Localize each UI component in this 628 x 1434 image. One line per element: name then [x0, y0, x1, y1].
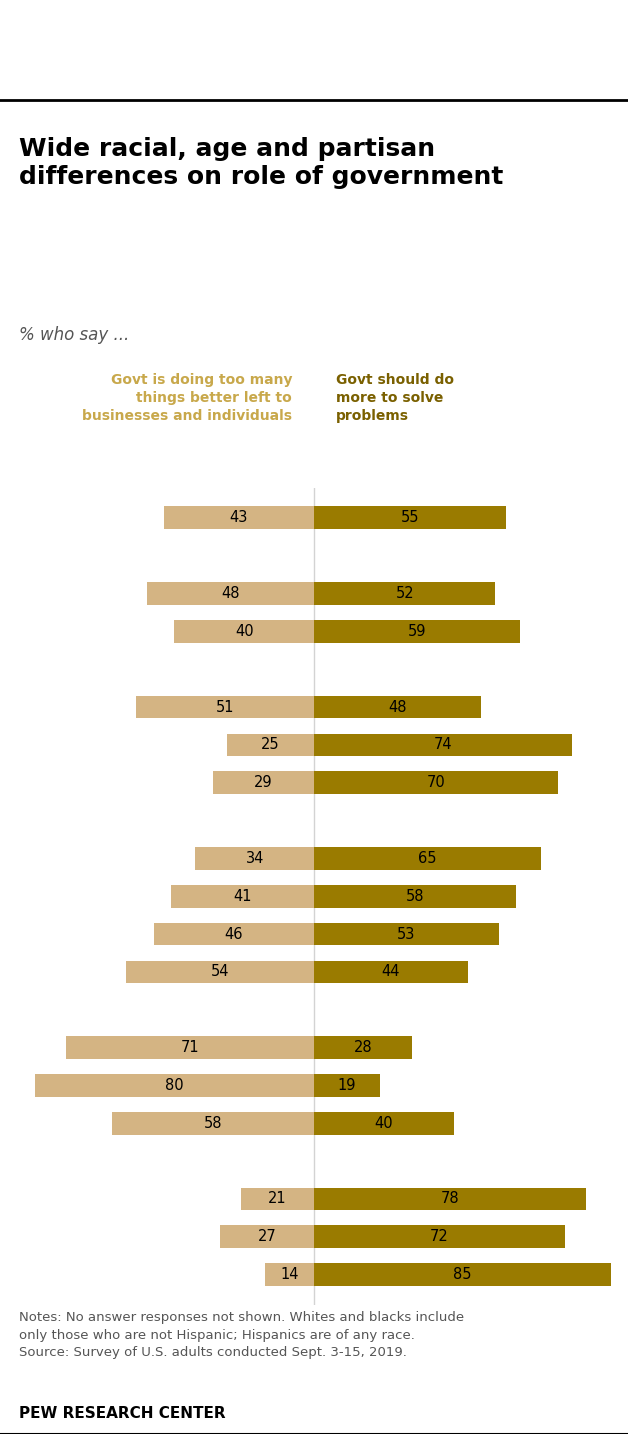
Bar [220, 1226, 314, 1248]
Bar [146, 582, 314, 605]
Text: % who say ...: % who say ... [19, 327, 129, 344]
Bar [314, 506, 506, 529]
Text: 70: 70 [427, 776, 445, 790]
Bar [314, 922, 499, 945]
Text: 59: 59 [408, 624, 426, 640]
Bar [153, 922, 314, 945]
Text: 14: 14 [280, 1268, 299, 1282]
Text: Notes: No answer responses not shown. Whites and blacks include
only those who a: Notes: No answer responses not shown. Wh… [19, 1311, 464, 1359]
Text: 40: 40 [235, 624, 254, 640]
Bar [171, 885, 314, 908]
Text: 65: 65 [418, 850, 436, 866]
Text: 78: 78 [441, 1192, 459, 1206]
Text: 41: 41 [233, 889, 252, 903]
Bar [265, 1263, 314, 1286]
Text: 51: 51 [216, 700, 234, 714]
Text: 28: 28 [354, 1040, 372, 1055]
Text: 85: 85 [453, 1268, 472, 1282]
Text: 21: 21 [268, 1192, 286, 1206]
Text: 40: 40 [374, 1116, 393, 1131]
Text: 53: 53 [398, 926, 416, 942]
Text: 48: 48 [221, 587, 239, 601]
Bar [314, 582, 495, 605]
Text: 71: 71 [181, 1040, 200, 1055]
Bar [314, 1226, 565, 1248]
Text: 34: 34 [246, 850, 264, 866]
Text: 58: 58 [406, 889, 425, 903]
Bar [175, 619, 314, 642]
Text: 80: 80 [165, 1078, 184, 1093]
Text: 58: 58 [203, 1116, 222, 1131]
Text: 72: 72 [430, 1229, 449, 1245]
Bar [314, 847, 541, 870]
Text: 52: 52 [396, 587, 414, 601]
Bar [112, 1111, 314, 1134]
Text: Wide racial, age and partisan
differences on role of government: Wide racial, age and partisan difference… [19, 136, 503, 189]
Bar [314, 1263, 610, 1286]
Text: 27: 27 [257, 1229, 276, 1245]
Text: 55: 55 [401, 511, 420, 525]
Text: 29: 29 [254, 776, 273, 790]
Bar [314, 1037, 412, 1058]
Bar [314, 771, 558, 794]
Bar [213, 771, 314, 794]
Bar [314, 1111, 453, 1134]
Text: 74: 74 [434, 737, 452, 753]
Bar [314, 619, 520, 642]
Text: Govt should do
more to solve
problems: Govt should do more to solve problems [336, 373, 454, 423]
Bar [314, 695, 482, 718]
Bar [314, 885, 516, 908]
Bar [195, 847, 314, 870]
Bar [314, 1074, 381, 1097]
Text: 44: 44 [381, 965, 400, 979]
Text: PEW RESEARCH CENTER: PEW RESEARCH CENTER [19, 1405, 225, 1421]
Text: 19: 19 [338, 1078, 357, 1093]
Text: 25: 25 [261, 737, 279, 753]
Text: Govt is doing too many
things better left to
businesses and individuals: Govt is doing too many things better lef… [82, 373, 292, 423]
Text: 48: 48 [389, 700, 407, 714]
Bar [314, 961, 467, 984]
Bar [164, 506, 314, 529]
Bar [241, 1187, 314, 1210]
Bar [126, 961, 314, 984]
Bar [35, 1074, 314, 1097]
Bar [136, 695, 314, 718]
Bar [314, 734, 572, 756]
Text: 54: 54 [210, 965, 229, 979]
Bar [67, 1037, 314, 1058]
Text: 43: 43 [230, 511, 248, 525]
Text: 46: 46 [224, 926, 243, 942]
Bar [227, 734, 314, 756]
Bar [314, 1187, 586, 1210]
